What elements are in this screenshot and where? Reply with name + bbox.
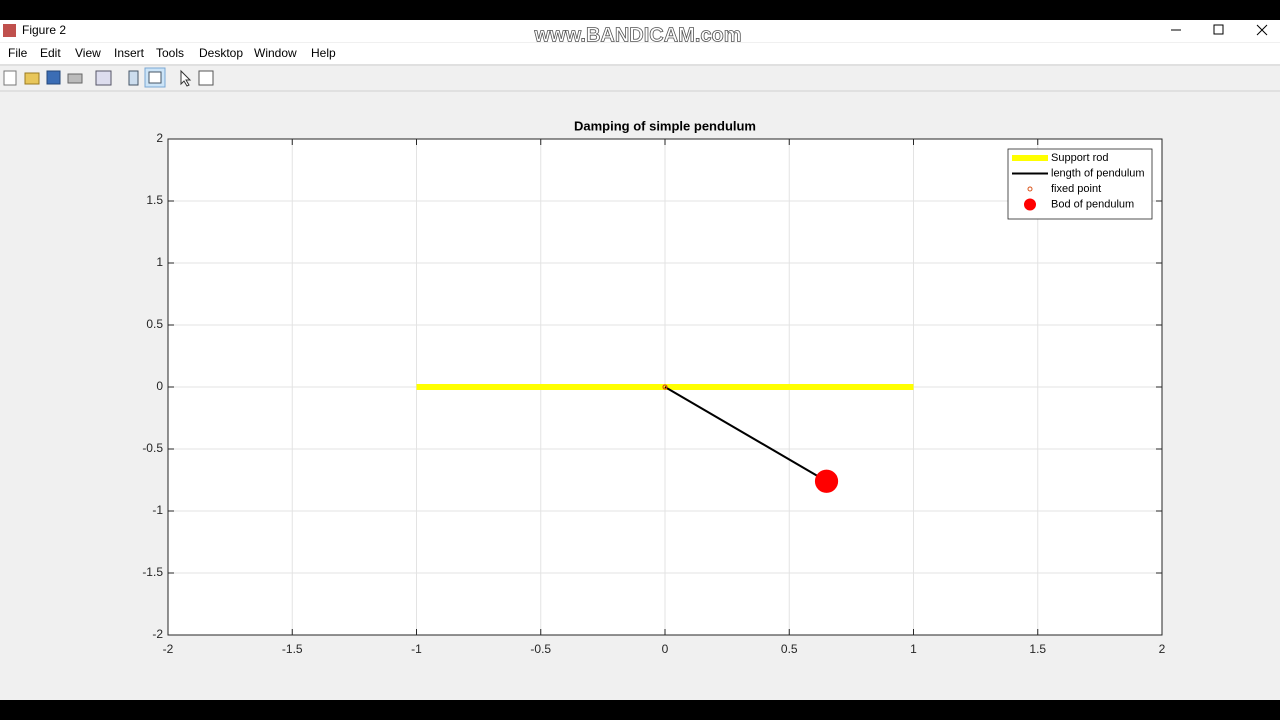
x-tick-label: 0.5 — [781, 642, 798, 656]
menu-item[interactable]: Tools — [156, 46, 184, 60]
print-icon[interactable] — [67, 73, 83, 84]
chart-title: Damping of simple pendulum — [574, 118, 756, 133]
pointer-icon[interactable] — [180, 69, 192, 87]
menu-bar — [0, 43, 1280, 64]
x-tick-label: 2 — [1159, 642, 1166, 656]
legend-swatch — [1024, 198, 1036, 211]
legend-label: length of pendulum — [1051, 167, 1145, 179]
axes-box — [167, 138, 1163, 636]
restore-button[interactable] — [1213, 24, 1224, 35]
save-icon[interactable] — [46, 70, 61, 85]
y-tick-label: 0 — [156, 379, 163, 393]
legend: Support rod length of pendulum fixed point… — [1007, 148, 1153, 220]
y-tick-label: 1.5 — [146, 193, 163, 207]
x-tick-label: -1.5 — [282, 642, 303, 656]
y-tick-label: -2 — [152, 627, 163, 641]
y-tick-label: -0.5 — [142, 441, 163, 455]
legend-icon — [148, 71, 162, 84]
series-line — [664, 386, 828, 483]
legend-label: fixed point — [1051, 183, 1101, 195]
watermark: www.BANDICAM.com — [533, 24, 741, 46]
menu-item[interactable]: Edit — [40, 46, 61, 60]
x-tick-label: -0.5 — [530, 642, 551, 656]
title-bar — [0, 20, 1280, 42]
print-preview-icon[interactable] — [95, 70, 112, 86]
x-tick-label: -2 — [163, 642, 174, 656]
x-tick-label: 1.5 — [1029, 642, 1046, 656]
y-tick-label: 2 — [156, 131, 163, 145]
series-marker — [814, 469, 839, 493]
menu-item[interactable]: Help — [311, 46, 336, 60]
property-icon[interactable] — [198, 70, 214, 86]
series-marker — [662, 384, 668, 390]
menu-item[interactable]: Desktop — [199, 46, 243, 60]
y-tick-label: -1 — [152, 503, 163, 517]
x-tick-label: -1 — [411, 642, 422, 656]
close-button[interactable] — [1256, 24, 1268, 36]
window-title: Figure 2 — [22, 23, 66, 37]
menu-item[interactable]: File — [8, 46, 28, 60]
menu-item[interactable]: Insert — [114, 46, 145, 60]
legend-swatch — [1027, 186, 1033, 192]
open-icon[interactable] — [24, 72, 40, 85]
menu-item[interactable]: View — [75, 46, 101, 60]
menu-item[interactable]: Window — [254, 46, 297, 60]
app-icon — [3, 24, 16, 37]
x-tick-label: 0 — [662, 642, 669, 656]
toolbar — [3, 67, 214, 88]
legend-label: Bod of pendulum — [1051, 198, 1134, 210]
y-tick-label: -1.5 — [142, 565, 163, 579]
legend-label: Support rod — [1051, 152, 1108, 164]
new-icon[interactable] — [3, 70, 17, 86]
y-tick-label: 0.5 — [146, 317, 163, 331]
y-tick-label: 1 — [156, 255, 163, 269]
colorbar-icon[interactable] — [128, 70, 139, 86]
x-tick-label: 1 — [910, 642, 917, 656]
